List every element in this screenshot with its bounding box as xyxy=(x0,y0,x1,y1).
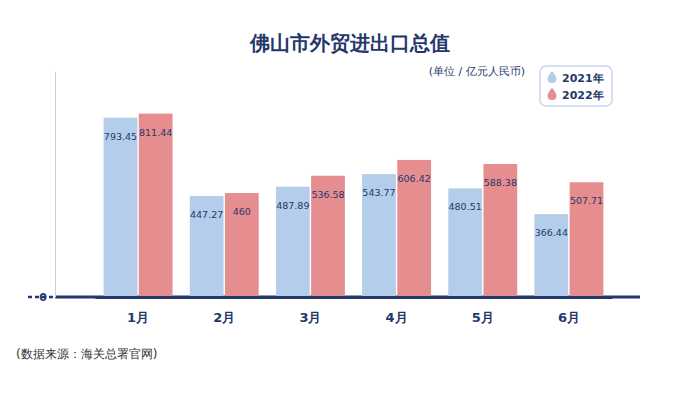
bar xyxy=(362,174,396,297)
x-tick-label: 2月 xyxy=(213,310,235,325)
y-tick: 0 xyxy=(39,291,55,304)
data-label: 811.44 xyxy=(139,127,172,138)
x-tick-label: 4月 xyxy=(386,310,408,325)
bar xyxy=(225,193,259,297)
data-label: 507.71 xyxy=(570,195,603,206)
title: 佛山市外贸进出口总值 xyxy=(249,31,450,55)
data-label: 588.38 xyxy=(484,177,517,188)
data-label: 366.44 xyxy=(535,227,568,238)
data-label: 487.89 xyxy=(276,200,309,211)
data-label: 480.51 xyxy=(449,201,482,212)
legend: 2021年 2022年 xyxy=(540,66,612,106)
legend-symbol xyxy=(548,71,557,83)
legend-label: 2021年 xyxy=(562,72,604,85)
y-axis-line xyxy=(55,72,56,298)
x-tick: 6月 xyxy=(558,297,580,325)
x-tick-label: 3月 xyxy=(299,310,321,325)
bar xyxy=(190,196,224,297)
bar xyxy=(276,187,310,297)
bar xyxy=(448,188,482,297)
x-tick: 5月 xyxy=(472,297,494,325)
subtitle: (单位 / 亿元人民币) xyxy=(429,65,525,78)
bars xyxy=(104,114,604,297)
x-tick-label: 6月 xyxy=(558,310,580,325)
y-axis: 0 xyxy=(39,72,55,305)
bar xyxy=(534,214,568,297)
bar xyxy=(483,164,517,297)
data-labels: 793.45 447.27 487.89 543.77 480.51 366.44 811.… xyxy=(104,127,603,239)
chart: 佛山市外贸进出口总值 (单位 / 亿元人民币) 793.45 447.27 487.89… xyxy=(0,0,700,394)
bar xyxy=(311,176,345,297)
series-bars xyxy=(139,114,604,297)
x-axis-line xyxy=(96,296,613,299)
x-axis: 1月 2月 3月 4月 5月 6月 xyxy=(96,297,613,325)
data-label: 447.27 xyxy=(190,209,223,220)
bar xyxy=(397,160,431,297)
data-label: 793.45 xyxy=(104,131,137,142)
y-tick-label: 0 xyxy=(39,291,47,304)
x-tick-label: 5月 xyxy=(472,310,494,325)
legend-box xyxy=(540,66,612,106)
data-label: 460 xyxy=(233,206,251,217)
bar xyxy=(104,118,138,297)
legend-label: 2022年 xyxy=(562,89,604,102)
x-tick: 4月 xyxy=(386,297,408,325)
data-label: 606.42 xyxy=(398,173,431,184)
x-tick: 1月 xyxy=(127,297,149,325)
series-bars xyxy=(104,118,569,297)
legend-symbol xyxy=(548,88,557,100)
x-tick-label: 1月 xyxy=(127,310,149,325)
data-label: 543.77 xyxy=(362,187,395,198)
x-tick: 3月 xyxy=(299,297,321,325)
x-tick: 2月 xyxy=(213,297,235,325)
bar xyxy=(139,114,173,297)
bar xyxy=(570,182,604,297)
data-label: 536.58 xyxy=(311,189,344,200)
source: (数据来源：海关总署官网) xyxy=(16,347,157,361)
